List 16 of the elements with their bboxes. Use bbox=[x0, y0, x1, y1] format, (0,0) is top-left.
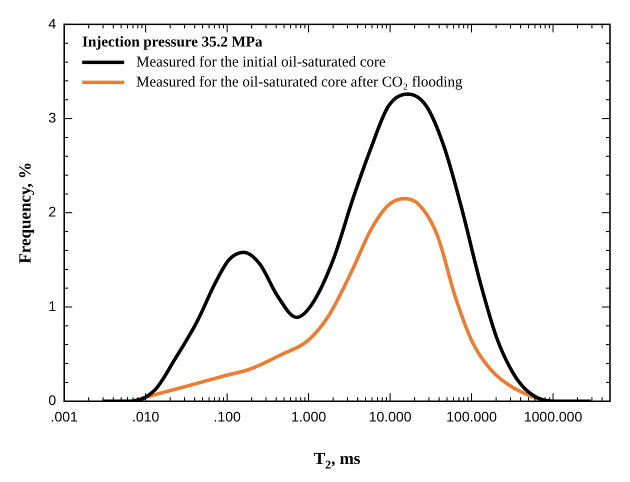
x-tick-label: 1000.000 bbox=[524, 408, 582, 424]
y-tick-label: 0 bbox=[48, 392, 56, 408]
legend-label: Measured for the initial oil-saturated core bbox=[136, 54, 386, 70]
x-tick-label: .010 bbox=[132, 408, 160, 424]
x-tick-label: 100.000 bbox=[446, 408, 498, 424]
y-tick-label: 3 bbox=[48, 109, 56, 126]
y-axis-title: Frequency, % bbox=[16, 162, 35, 264]
y-tick-label: 1 bbox=[48, 298, 56, 314]
legend-title: Injection pressure 35.2 MPa bbox=[82, 34, 263, 50]
x-tick-label: .001 bbox=[50, 408, 78, 424]
x-tick-label: 1.000 bbox=[291, 408, 326, 424]
y-tick-label: 2 bbox=[48, 204, 56, 220]
legend-label: Measured for the oil-saturated core after CO₂ flooding bbox=[136, 74, 464, 90]
y-tick-label: 4 bbox=[48, 15, 56, 32]
x-tick-label: 10.000 bbox=[368, 408, 412, 424]
x-tick-label: .100 bbox=[214, 408, 241, 424]
